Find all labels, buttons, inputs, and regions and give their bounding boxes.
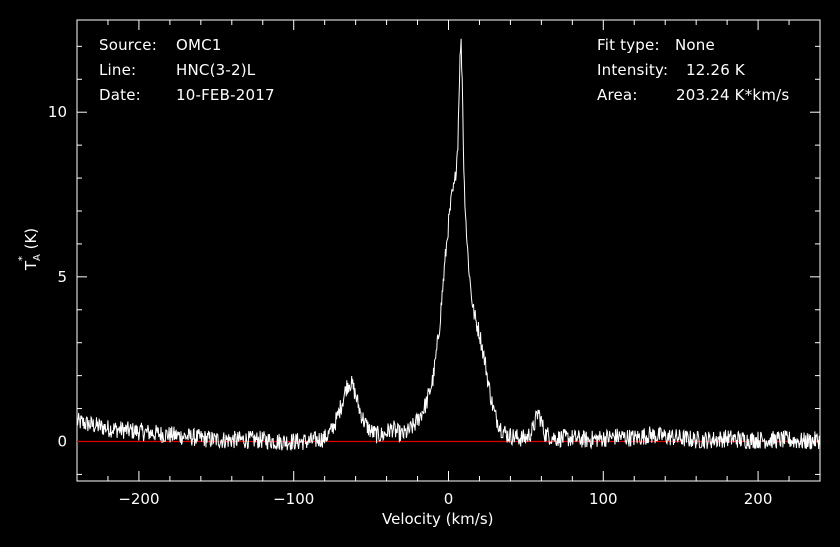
area-value: 203.24 K*km/s [676,86,790,104]
x-tick-label: −100 [273,490,314,508]
x-tick-label: 0 [444,490,454,508]
date-label: Date: [99,86,141,104]
axis-ticks: −200 −100 0 100 200 0 5 10 [48,20,821,508]
fit-type-label: Fit type: [597,36,660,54]
date-value: 10-FEB-2017 [176,86,275,104]
line-value: HNC(3-2)L [176,61,256,79]
source-value: OMC1 [176,36,222,54]
y-tick-label: 5 [57,268,67,286]
intensity-label: Intensity: [597,61,669,79]
y-tick-label: 10 [48,103,67,121]
intensity-value: 12.26 K [686,61,745,79]
y-tick-label: 0 [57,432,67,450]
source-label: Source: [99,36,157,54]
fit-type-value: None [675,36,715,54]
x-axis-label: Velocity (km/s) [382,510,494,528]
line-label: Line: [99,61,137,79]
spectrum-line [76,38,821,451]
x-tick-label: 100 [589,490,618,508]
area-label: Area: [597,86,638,104]
x-tick-label: 200 [744,490,773,508]
x-tick-label: −200 [118,490,159,508]
y-axis-label: T * A (K) [17,227,43,271]
